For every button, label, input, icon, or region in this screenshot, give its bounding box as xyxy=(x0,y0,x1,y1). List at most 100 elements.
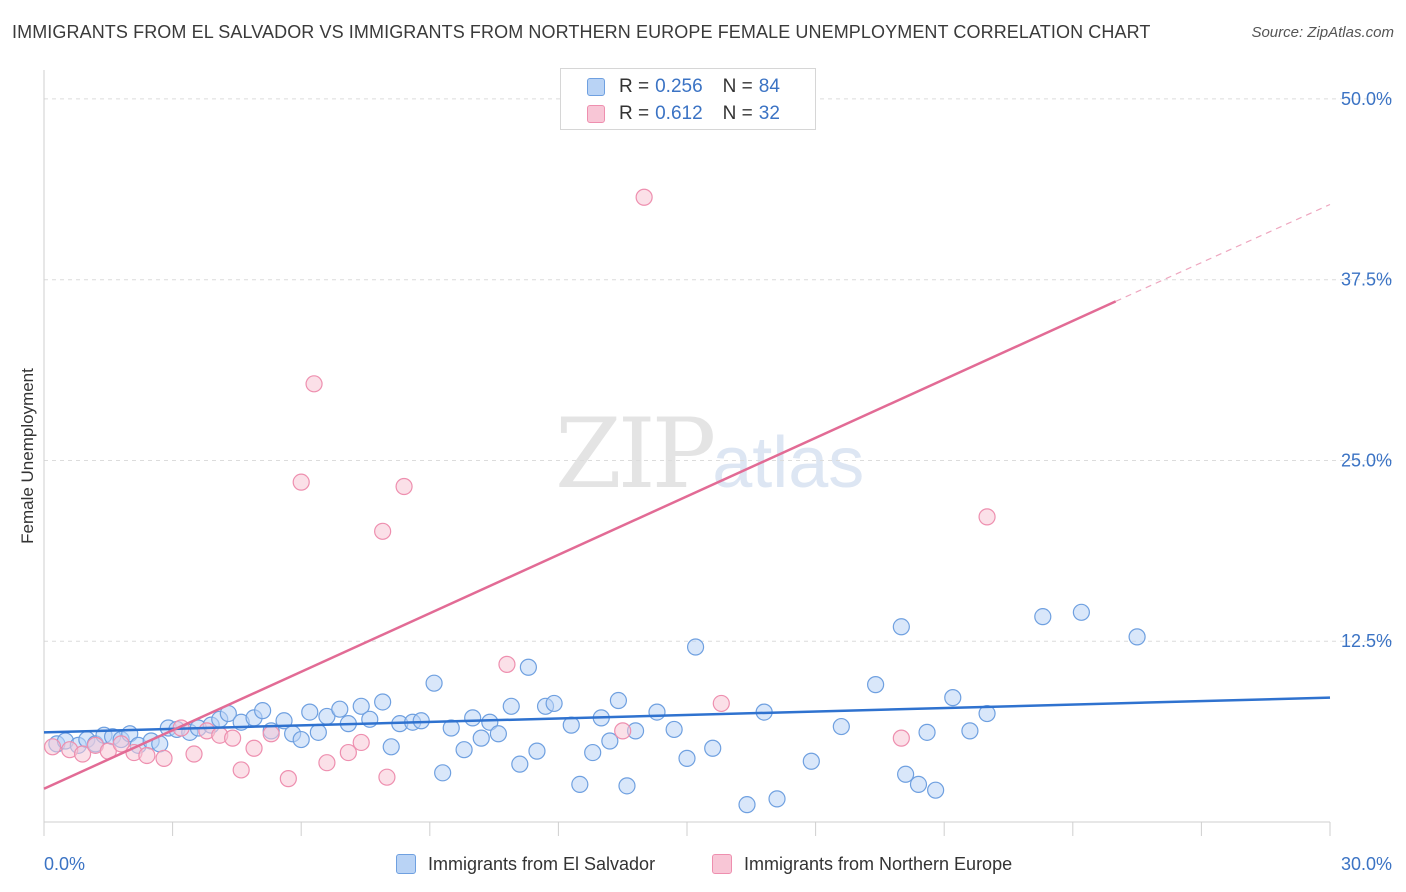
data-point-northern-europe xyxy=(352,733,370,752)
y-tick-label: 25.0% xyxy=(1341,450,1392,470)
trend-lines xyxy=(43,203,1331,790)
data-point-northern-europe xyxy=(892,729,910,747)
data-point-northern-europe xyxy=(155,749,173,767)
data-point-el-salvador xyxy=(944,689,962,707)
data-point-northern-europe xyxy=(73,745,92,763)
axes xyxy=(43,70,1331,836)
data-point-northern-europe xyxy=(292,473,310,491)
data-point-el-salvador xyxy=(292,730,310,749)
data-point-northern-europe xyxy=(339,743,357,762)
x-tick-label: 0.0% xyxy=(44,854,85,874)
legend-r-value: 0.256 xyxy=(655,76,703,97)
chart-title: IMMIGRANTS FROM EL SALVADOR VS IMMIGRANT… xyxy=(12,22,1151,42)
data-point-el-salvador xyxy=(927,781,945,799)
y-tick-label: 37.5% xyxy=(1341,270,1392,290)
data-point-el-salvador xyxy=(832,717,850,736)
legend-swatch-pink xyxy=(587,105,605,123)
data-point-el-salvador xyxy=(442,719,460,737)
data-point-el-salvador xyxy=(584,743,602,762)
bottom-legend-label: Immigrants from El Salvador xyxy=(428,853,656,874)
data-point-el-salvador xyxy=(1072,603,1090,621)
data-point-el-salvador xyxy=(867,676,885,694)
data-point-el-salvador xyxy=(528,742,546,760)
data-point-el-salvador xyxy=(382,738,400,756)
data-point-el-salvador xyxy=(918,723,936,741)
data-point-el-salvador xyxy=(489,725,507,743)
data-point-northern-europe xyxy=(712,694,730,713)
data-point-northern-europe xyxy=(185,745,203,763)
data-point-el-salvador xyxy=(301,703,319,721)
data-point-northern-europe xyxy=(262,725,280,743)
y-axis-label: Female Unemployment xyxy=(18,368,37,544)
data-point-el-salvador xyxy=(502,697,520,715)
data-point-northern-europe xyxy=(635,188,653,206)
data-point-el-salvador xyxy=(434,764,452,782)
data-point-el-salvador xyxy=(897,765,915,783)
trend-line-el-salvador xyxy=(43,696,1331,734)
legend-n-value: 32 xyxy=(758,103,780,124)
data-point-el-salvador xyxy=(545,694,563,713)
y-tick-label: 50.0% xyxy=(1341,89,1392,109)
legend-r-label: R = xyxy=(619,103,650,124)
data-point-el-salvador xyxy=(648,703,666,721)
data-point-northern-europe xyxy=(305,375,323,393)
data-point-el-salvador xyxy=(665,720,683,739)
source-label: Source: ZipAtlas.com xyxy=(1251,24,1394,41)
data-point-el-salvador xyxy=(571,775,589,794)
data-point-el-salvador xyxy=(309,723,327,741)
legend-r-label: R = xyxy=(619,76,650,97)
legend-n-label: N = xyxy=(722,76,753,97)
correlation-legend: R = 0.256 N = 84 R = 0.612 N = 32 xyxy=(560,68,816,130)
data-point-el-salvador xyxy=(511,755,529,773)
data-point-northern-europe xyxy=(232,761,250,779)
data-point-northern-europe xyxy=(614,722,632,740)
data-point-el-salvador xyxy=(704,739,722,757)
data-point-el-salvador xyxy=(601,732,619,750)
data-point-el-salvador xyxy=(374,693,392,711)
trend-line-northern-europe xyxy=(43,300,1117,790)
data-point-el-salvador xyxy=(609,691,628,710)
data-point-el-salvador xyxy=(481,713,499,731)
legend-row-northern-europe: R = 0.612 N = 32 xyxy=(587,102,780,126)
data-point-northern-europe xyxy=(43,738,62,756)
data-point-el-salvador xyxy=(455,741,473,759)
data-point-northern-europe xyxy=(374,522,392,540)
data-point-el-salvador xyxy=(802,752,820,770)
data-point-el-salvador xyxy=(254,702,272,720)
series-northern-europe-points xyxy=(43,188,996,788)
grid-lines xyxy=(44,98,1392,642)
x-tick-label: 30.0% xyxy=(1341,854,1392,874)
data-point-northern-europe xyxy=(498,655,516,673)
watermark: ZIPatlas xyxy=(555,398,864,510)
data-point-northern-europe xyxy=(224,729,242,747)
y-tick-label: 12.5% xyxy=(1341,631,1392,651)
data-point-el-salvador xyxy=(686,638,705,656)
data-point-northern-europe xyxy=(978,508,996,526)
data-point-northern-europe xyxy=(318,754,336,772)
data-point-el-salvador xyxy=(1128,628,1146,646)
data-point-el-salvador xyxy=(1034,608,1052,626)
data-point-el-salvador xyxy=(678,749,696,767)
data-point-northern-europe xyxy=(245,739,263,757)
data-point-northern-europe xyxy=(378,768,396,786)
data-point-el-salvador xyxy=(472,729,490,747)
watermark-zip: ZIP xyxy=(555,398,716,510)
data-point-el-salvador xyxy=(768,790,786,808)
data-point-el-salvador xyxy=(331,700,349,718)
legend-swatch-blue xyxy=(587,78,605,96)
legend-n-label: N = xyxy=(722,103,753,124)
data-point-el-salvador xyxy=(618,777,636,795)
data-point-el-salvador xyxy=(464,709,482,727)
tick-labels: 12.5% 25.0% 37.5% 50.0% 0.0% 30.0% xyxy=(44,89,1392,874)
bottom-legend-swatch-pink xyxy=(712,854,732,874)
data-point-el-salvador xyxy=(738,796,756,814)
data-point-el-salvador xyxy=(892,618,910,636)
series-el-salvador-points xyxy=(48,603,1146,814)
bottom-legend-northern-europe: Immigrants from Northern Europe xyxy=(712,851,1012,877)
data-point-el-salvador xyxy=(961,722,979,740)
legend-row-el-salvador: R = 0.256 N = 84 xyxy=(587,75,780,99)
data-point-northern-europe xyxy=(112,735,130,753)
legend-r-value: 0.612 xyxy=(655,103,703,124)
bottom-legend-swatch-blue xyxy=(396,854,416,874)
